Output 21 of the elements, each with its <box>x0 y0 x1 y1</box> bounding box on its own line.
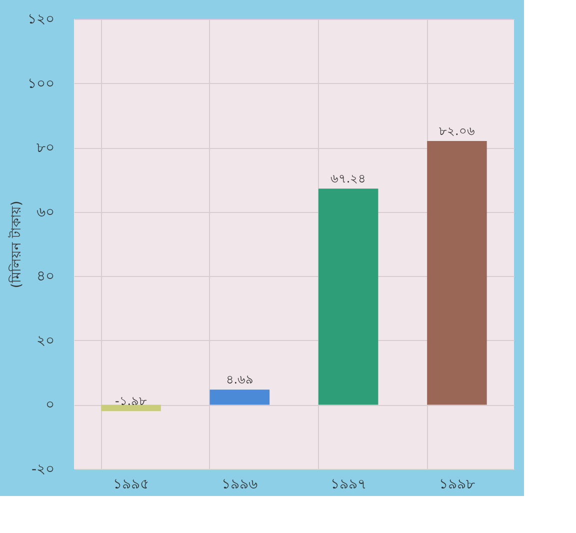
data-label: ৮২.০৬ <box>439 124 475 138</box>
y-tick-label: ৪০ <box>36 268 54 285</box>
data-label: ৪.৬৯ <box>226 372 254 387</box>
y-axis-title: (মিলিয়ন টাকায়) <box>8 200 24 288</box>
bar <box>318 188 378 405</box>
y-tick-label: ৬০ <box>36 204 54 220</box>
bar <box>101 404 161 412</box>
bar <box>210 390 270 405</box>
y-tick-label: -২০ <box>31 462 54 478</box>
x-tick-label: ১৯৯৮ <box>438 476 475 492</box>
x-tick-label: ১৯৯৬ <box>222 476 258 492</box>
x-tick-label: ১৯৯৭ <box>330 476 366 492</box>
data-label: -১.৯৮ <box>114 394 148 408</box>
x-tick-label: ১৯৯৫ <box>113 476 150 492</box>
y-tick-label: ১২০ <box>28 12 54 28</box>
y-tick-label: ৮০ <box>36 140 54 156</box>
y-tick-label: ০ <box>46 397 54 414</box>
bar <box>427 140 487 405</box>
y-tick-label: ২০ <box>36 332 54 349</box>
data-label: ৬৭.২৪ <box>330 172 366 186</box>
y-tick-label: ১০০ <box>28 76 54 92</box>
